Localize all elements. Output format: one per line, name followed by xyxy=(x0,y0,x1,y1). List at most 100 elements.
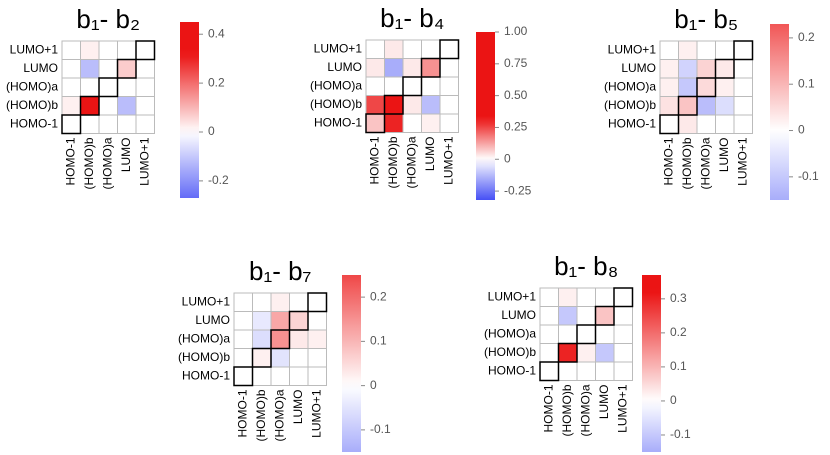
heatmap-cell xyxy=(613,306,633,326)
heatmap-cell xyxy=(402,95,422,115)
heatmap-cell xyxy=(715,114,735,134)
y-tick-label: (HOMO)b xyxy=(604,98,656,112)
heatmap-cell xyxy=(135,114,155,134)
colorbar-tick-label: -0.1 xyxy=(670,427,691,441)
diagonal-box xyxy=(365,113,386,134)
x-tick-label: LUMO xyxy=(597,385,611,420)
colorbar-tick-label: 0 xyxy=(504,151,511,165)
diagonal-box xyxy=(420,57,441,78)
heatmap-cell xyxy=(715,59,735,79)
colorbar-tick-label: 0 xyxy=(670,393,677,407)
y-tick-label: LUMO+1 xyxy=(488,289,537,303)
heatmap-cell xyxy=(307,329,327,349)
heatmap-cell xyxy=(135,59,155,79)
heatmap-cell xyxy=(595,324,615,344)
colorbar-tick-label: 0.2 xyxy=(208,75,225,89)
colorbar-tick-label: 0 xyxy=(208,124,215,138)
diagonal-box xyxy=(677,95,698,116)
heatmap-cell xyxy=(98,59,118,79)
x-tick-label: (HOMO)a xyxy=(272,389,286,441)
diagonal-box xyxy=(233,366,254,387)
heatmap-cell xyxy=(117,40,137,60)
heatmap-cell xyxy=(421,39,441,59)
colorbar-tick-label: -0.25 xyxy=(504,183,532,197)
y-tick-label: (HOMO)a xyxy=(178,331,230,345)
heatmap-cell xyxy=(117,77,137,97)
heatmap-cell xyxy=(733,40,753,60)
x-tick-label: LUMO+1 xyxy=(309,389,323,438)
heatmap-cell xyxy=(252,311,272,331)
heatmap-cell xyxy=(307,366,327,386)
diagonal-box xyxy=(116,58,137,79)
diagonal-box xyxy=(439,39,460,60)
heatmap-cell xyxy=(270,366,290,386)
diagonal-box xyxy=(733,40,754,61)
heatmap-cell xyxy=(439,39,459,59)
heatmap-cell xyxy=(678,96,698,116)
heatmap-cell xyxy=(421,58,441,78)
x-tick-label: HOMO-1 xyxy=(63,137,77,185)
heatmap-cell xyxy=(307,348,327,368)
heatmap-cell xyxy=(659,77,679,97)
heatmap-cell xyxy=(252,329,272,349)
diagonal-box xyxy=(714,58,735,79)
heatmap-cell xyxy=(135,40,155,60)
colorbar-tick-label: 0.50 xyxy=(504,88,528,102)
colorbar xyxy=(476,32,495,200)
x-tick-label: HOMO-1 xyxy=(235,389,249,437)
y-tick-label: HOMO-1 xyxy=(182,368,230,382)
y-tick-label: (HOMO)a xyxy=(484,326,536,340)
y-tick-label: LUMO+1 xyxy=(182,294,231,308)
colorbar-tick-label: 0.1 xyxy=(670,359,687,373)
heatmap-cell xyxy=(558,343,578,363)
heatmap-cell xyxy=(558,306,578,326)
heatmap-cell xyxy=(289,329,309,349)
heatmap-cell xyxy=(117,114,137,134)
colorbar-tick-label: 0.1 xyxy=(798,76,815,90)
y-tick-label: (HOMO)b xyxy=(178,350,230,364)
colorbar-tick-label: -0.2 xyxy=(208,173,229,187)
x-tick-label: (HOMO)a xyxy=(404,136,418,188)
heatmap-cell xyxy=(421,113,441,133)
x-tick-label: HOMO-1 xyxy=(541,384,555,432)
colorbar xyxy=(180,22,199,198)
x-tick-label: LUMO+1 xyxy=(137,137,151,186)
y-tick-label: LUMO+1 xyxy=(10,42,59,56)
heatmap-cell xyxy=(421,76,441,96)
heatmap-cell xyxy=(595,343,615,363)
diagonal-box xyxy=(576,324,597,345)
y-tick-label: LUMO xyxy=(23,61,58,75)
heatmap-cell xyxy=(696,96,716,116)
heatmap-cell xyxy=(384,76,404,96)
heatmap-cell xyxy=(270,311,290,331)
heatmap-cell xyxy=(135,96,155,116)
heatmap-cell xyxy=(595,361,615,381)
diagonal-box xyxy=(696,77,717,98)
heatmap-cell xyxy=(365,58,385,78)
heatmap-cell xyxy=(365,95,385,115)
heatmap-cell xyxy=(576,287,596,307)
heatmap-cell xyxy=(135,77,155,97)
x-tick-label: LUMO+1 xyxy=(735,137,749,186)
chart-title: b₁- b₂ xyxy=(76,4,140,34)
diagonal-box xyxy=(594,305,615,326)
heatmap-cell xyxy=(539,306,559,326)
y-tick-label: LUMO xyxy=(501,308,536,322)
y-tick-label: LUMO+1 xyxy=(314,41,363,55)
heatmap-cell xyxy=(233,366,253,386)
diagonal-box xyxy=(61,114,82,135)
colorbar-tick-label: 0 xyxy=(370,378,377,392)
heatmap-cell xyxy=(252,292,272,312)
diagonal-box xyxy=(98,77,119,98)
x-tick-label: HOMO-1 xyxy=(661,137,675,185)
x-tick-label: (HOMO)b xyxy=(254,389,268,441)
colorbar-tick-label: 0.25 xyxy=(504,120,528,134)
heatmap-cell xyxy=(61,96,81,116)
heatmap-cell xyxy=(289,348,309,368)
heatmap-cell xyxy=(715,40,735,60)
y-tick-label: LUMO+1 xyxy=(608,42,657,56)
heatmap-cell xyxy=(252,348,272,368)
y-tick-label: HOMO-1 xyxy=(10,116,58,130)
x-tick-label: LUMO+1 xyxy=(441,136,455,185)
heatmap-cell xyxy=(98,96,118,116)
